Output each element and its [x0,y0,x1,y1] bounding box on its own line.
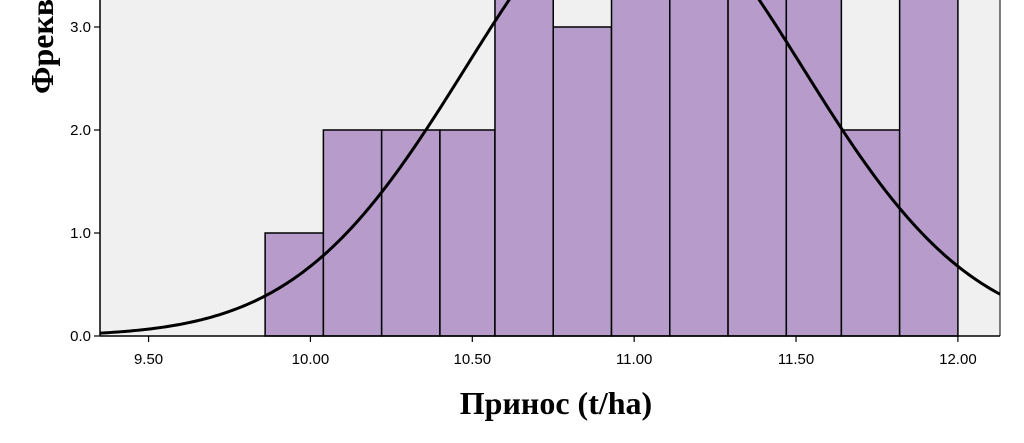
x-axis-title: Принос (t/ha) [460,385,652,421]
y-tick-label: 1.0 [70,225,91,242]
histogram-bar-5 [494,0,554,337]
histogram-bar-7 [610,0,671,337]
x-tick-label: 10.00 [292,351,330,368]
histogram-bar-1 [264,232,325,337]
histogram-bar-2 [322,129,383,337]
histogram-bar-9 [727,0,788,337]
histogram-bar-8 [669,0,729,337]
y-ticks-group: 0.0 1.0 2.0 3.0 [70,19,100,345]
x-tick-label: 11.00 [616,351,652,368]
x-ticks-group: 9.50 10.00 10.50 11.00 11.50 12.00 [134,336,977,368]
bars-group [264,0,959,337]
x-tick-label: 11.50 [778,351,814,368]
histogram-bar-10 [785,0,843,337]
x-tick-label: 10.50 [454,351,492,368]
histogram-bar-4 [439,129,496,337]
y-tick-label: 2.0 [70,122,91,139]
normal-curve [100,0,1000,335]
x-tick-label: 9.50 [134,351,163,368]
histogram-bar-12 [898,0,959,337]
y-tick-label: 3.0 [70,19,91,36]
y-axis-title: Фрекв [24,0,60,94]
histogram-bar-6 [552,26,613,337]
histogram-bar-11 [840,129,901,337]
histogram-bar-3 [380,129,441,337]
x-tick-label: 12.00 [939,351,977,368]
y-tick-label: 0.0 [70,328,91,345]
